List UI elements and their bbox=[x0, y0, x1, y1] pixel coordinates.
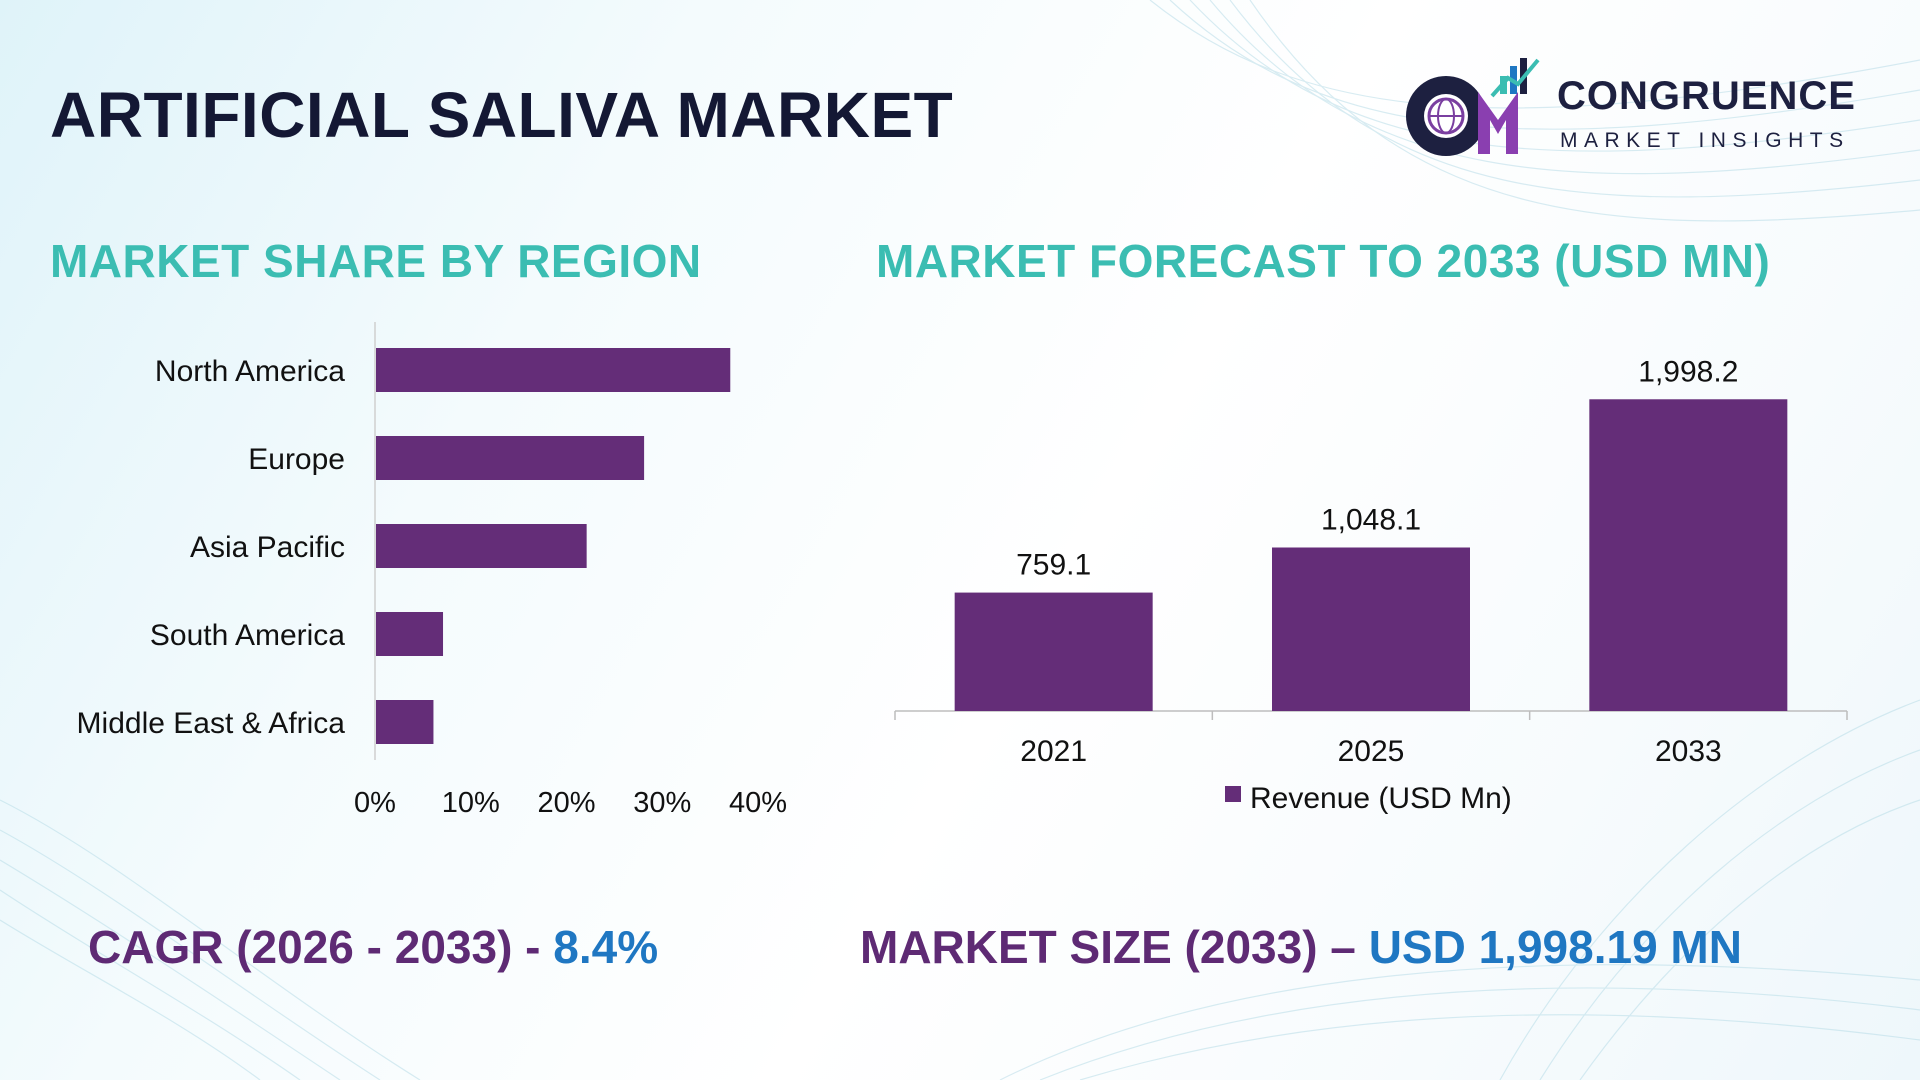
region-category-label: Middle East & Africa bbox=[77, 707, 346, 740]
market-size-label: MARKET SIZE (2033) – bbox=[860, 921, 1369, 973]
page-title: ARTIFICIAL SALIVA MARKET bbox=[50, 79, 954, 151]
forecast-bar bbox=[1589, 399, 1788, 711]
market-size-stat: MARKET SIZE (2033) – USD 1,998.19 MN bbox=[860, 920, 1742, 974]
forecast-legend-swatch bbox=[1225, 786, 1241, 802]
region-tick-label: 0% bbox=[354, 787, 396, 819]
forecast-data-label: 1,998.2 bbox=[1638, 355, 1738, 388]
region-category-label: Asia Pacific bbox=[190, 531, 345, 564]
region-category-label: Europe bbox=[248, 443, 345, 476]
forecast-title: MARKET FORECAST TO 2033 (USD MN) bbox=[876, 235, 1771, 287]
forecast-bar bbox=[954, 592, 1153, 711]
forecast-category-label: 2021 bbox=[1020, 735, 1087, 768]
region-bar bbox=[376, 700, 434, 744]
region-share-chart: North America Europe Asia Pacific South Ame… bbox=[77, 322, 787, 819]
region-tick-label: 10% bbox=[442, 787, 500, 819]
forecast-data-label: 1,048.1 bbox=[1321, 503, 1421, 536]
logo-name: CONGRUENCE bbox=[1557, 74, 1856, 118]
region-tick-label: 20% bbox=[537, 787, 595, 819]
forecast-category-label: 2033 bbox=[1655, 735, 1722, 768]
globe-icon bbox=[1406, 76, 1486, 156]
region-tick-label: 30% bbox=[633, 787, 691, 819]
region-category-label: North America bbox=[155, 355, 345, 388]
forecast-chart: 759.1 2021 1,048.1 2025 1,998.2 2033 Revenue (… bbox=[894, 355, 1848, 815]
forecast-category-label: 2025 bbox=[1338, 735, 1405, 768]
region-share-title: MARKET SHARE BY REGION bbox=[50, 235, 702, 287]
logo-mark bbox=[1406, 58, 1540, 156]
cagr-value: 8.4% bbox=[553, 921, 659, 973]
region-category-label: South America bbox=[150, 619, 345, 652]
company-logo: CONGRUENCE MARKET INSIGHTS bbox=[1400, 54, 1880, 164]
logo-subtitle: MARKET INSIGHTS bbox=[1560, 129, 1850, 152]
region-bar bbox=[376, 436, 645, 480]
market-size-value: USD 1,998.19 MN bbox=[1368, 921, 1742, 973]
region-bar bbox=[376, 348, 731, 392]
cagr-stat: CAGR (2026 - 2033) - 8.4% bbox=[88, 920, 658, 974]
region-tick-label: 40% bbox=[729, 787, 787, 819]
forecast-data-label: 759.1 bbox=[1016, 549, 1091, 582]
bar-chart-icon bbox=[1490, 58, 1540, 98]
region-bar bbox=[376, 612, 444, 656]
forecast-bar bbox=[1272, 547, 1470, 711]
region-bar bbox=[376, 524, 587, 568]
cagr-label: CAGR (2026 - 2033) - bbox=[88, 921, 554, 973]
forecast-legend-label: Revenue (USD Mn) bbox=[1250, 782, 1512, 815]
